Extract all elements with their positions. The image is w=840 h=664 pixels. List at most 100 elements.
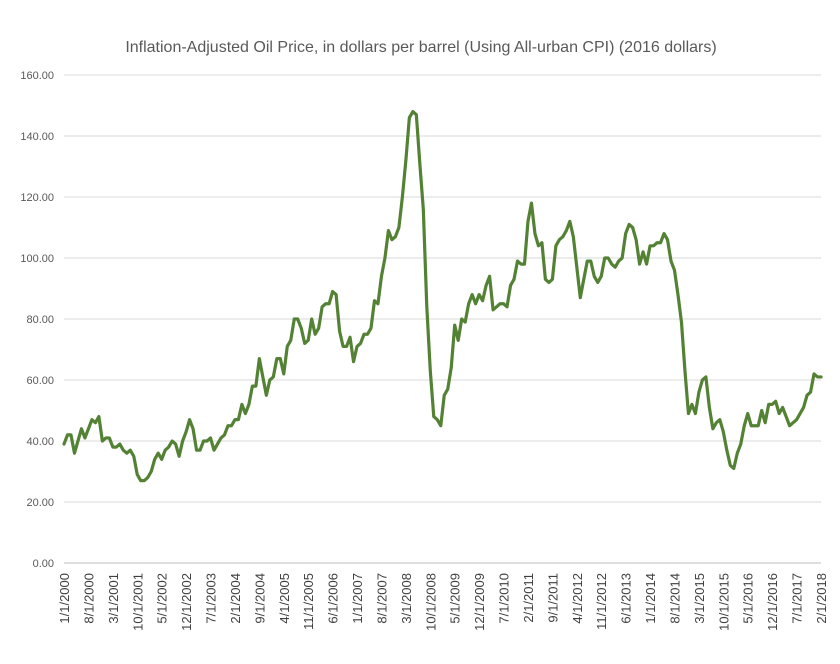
data-point xyxy=(768,403,770,405)
data-point xyxy=(401,196,403,198)
y-tick-label: 100.00 xyxy=(20,253,54,265)
x-tick-label: 10/1/2001 xyxy=(130,573,145,631)
data-point xyxy=(178,455,180,457)
y-tick-label: 60.00 xyxy=(26,375,54,387)
data-point xyxy=(625,233,627,235)
data-point xyxy=(272,376,274,378)
data-point xyxy=(516,260,519,262)
data-point xyxy=(562,236,564,238)
data-point xyxy=(359,342,362,344)
data-point xyxy=(583,278,585,280)
data-point xyxy=(101,440,103,442)
data-point xyxy=(649,245,651,247)
data-point xyxy=(202,440,205,442)
series-layer xyxy=(62,110,823,483)
data-point xyxy=(645,263,648,265)
data-point xyxy=(642,251,644,253)
data-point xyxy=(283,373,285,375)
data-point xyxy=(520,263,522,265)
y-tick-label: 40.00 xyxy=(26,436,54,448)
data-point xyxy=(478,294,480,296)
data-point xyxy=(705,376,707,378)
x-tick-label: 4/1/2005 xyxy=(277,573,292,624)
data-point xyxy=(471,294,473,296)
data-point xyxy=(136,473,138,476)
x-axis-tick-labels: 1/1/2000 8/1/2000 3/1/2001 10/1/2001 5/1/200… xyxy=(57,573,829,631)
data-point xyxy=(199,449,201,451)
data-point xyxy=(440,425,442,427)
data-point xyxy=(816,376,819,378)
data-point xyxy=(311,318,313,320)
data-point xyxy=(729,464,731,466)
x-tick-label: 8/1/2000 xyxy=(81,573,96,624)
data-point xyxy=(719,419,721,421)
x-tick-label: 12/1/2002 xyxy=(179,573,194,631)
x-tick-label: 2/1/2018 xyxy=(814,573,829,624)
data-point xyxy=(565,229,567,232)
data-point xyxy=(164,449,166,451)
data-point xyxy=(279,358,281,360)
x-tick-label: 1/1/2000 xyxy=(57,573,72,624)
x-tick-label: 5/1/2009 xyxy=(448,573,463,624)
data-point xyxy=(387,229,390,232)
data-point xyxy=(698,391,700,393)
series-line xyxy=(62,110,823,483)
data-point xyxy=(255,385,257,387)
data-point xyxy=(663,233,665,235)
data-point xyxy=(276,358,278,360)
data-point xyxy=(422,208,424,210)
data-point xyxy=(140,480,142,482)
x-tick-label: 3/1/2015 xyxy=(692,573,707,624)
data-point xyxy=(771,403,773,405)
data-point xyxy=(304,342,306,344)
data-point xyxy=(457,339,459,341)
data-point xyxy=(342,345,344,348)
data-point xyxy=(537,245,540,247)
data-point xyxy=(443,394,445,396)
data-point xyxy=(597,281,599,283)
data-point xyxy=(234,419,236,421)
data-point xyxy=(258,358,260,360)
data-point xyxy=(694,412,697,415)
data-point xyxy=(607,257,609,259)
x-tick-label: 11/1/2005 xyxy=(301,573,316,630)
data-point xyxy=(757,425,759,427)
data-point xyxy=(426,306,428,308)
data-point xyxy=(408,117,410,119)
x-tick-label: 3/1/2001 xyxy=(106,573,121,624)
data-point xyxy=(726,449,728,451)
data-point xyxy=(436,419,438,421)
data-point xyxy=(785,416,787,418)
x-tick-label: 10/1/2008 xyxy=(423,573,438,631)
data-point xyxy=(126,452,128,454)
data-point xyxy=(91,419,93,421)
data-point xyxy=(433,416,435,418)
data-point xyxy=(499,303,501,305)
data-point xyxy=(150,470,152,473)
data-point xyxy=(161,458,163,460)
data-point xyxy=(611,263,613,265)
data-point xyxy=(775,400,777,402)
data-point xyxy=(450,367,452,369)
data-point xyxy=(614,266,616,268)
x-tick-label: 9/1/2011 xyxy=(545,573,560,623)
data-point xyxy=(356,345,358,348)
data-point xyxy=(251,385,253,387)
data-point xyxy=(541,242,543,244)
data-point xyxy=(778,412,780,415)
data-point xyxy=(328,303,330,305)
x-tick-label: 12/1/2016 xyxy=(765,573,780,631)
data-point xyxy=(482,300,484,302)
data-point xyxy=(635,239,637,241)
data-point xyxy=(185,431,187,433)
data-point xyxy=(84,437,86,439)
data-point xyxy=(391,239,393,241)
data-point xyxy=(98,416,100,418)
data-point xyxy=(691,403,693,405)
data-point xyxy=(659,242,662,244)
data-point xyxy=(188,419,191,421)
data-point xyxy=(147,477,149,479)
data-point xyxy=(129,449,131,451)
data-point xyxy=(475,303,477,305)
